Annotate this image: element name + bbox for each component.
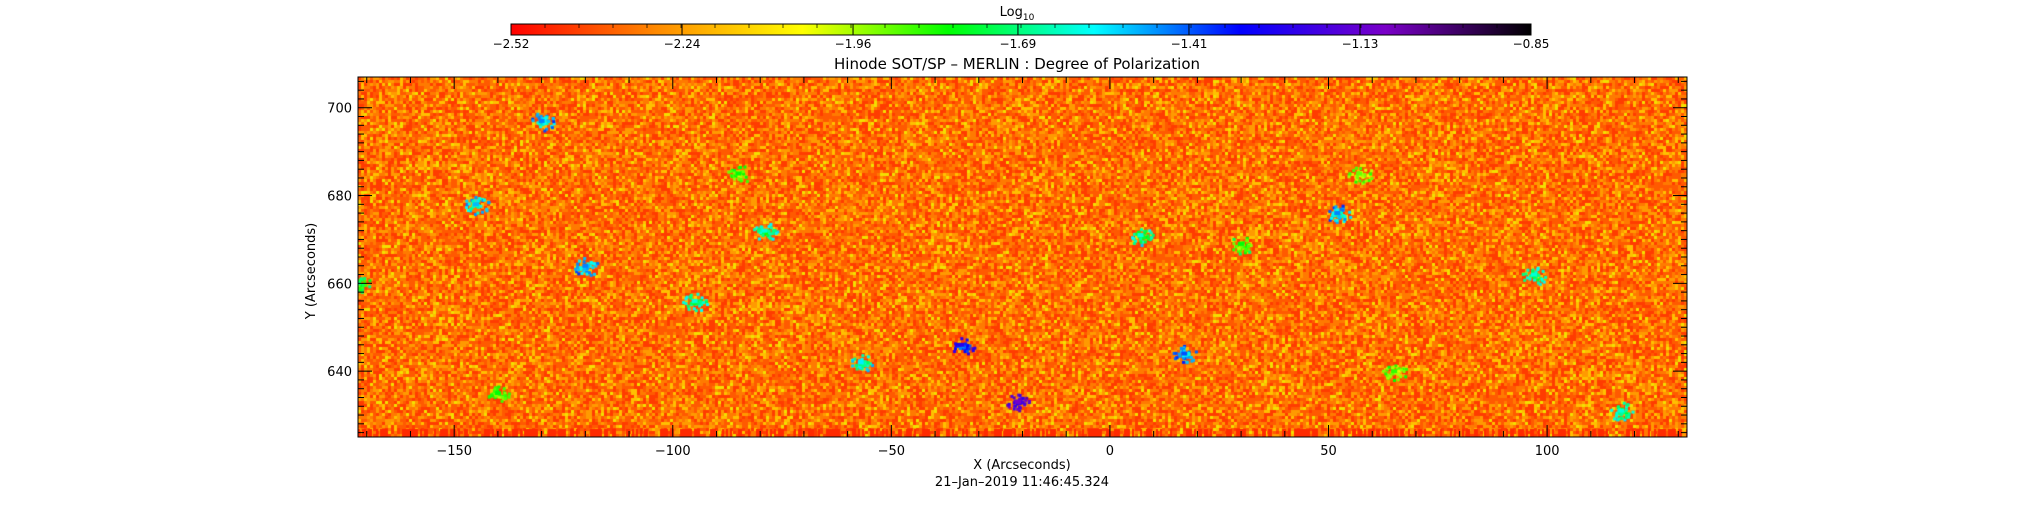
plot-area: −150 −100 −50 0 50 100 640 660 680 700	[327, 76, 1688, 459]
y-axis-label: Y (Arcseconds)	[304, 223, 319, 320]
colorbar-tick-label: −1.13	[1342, 37, 1379, 51]
colorbar-label: Log10	[1000, 5, 1035, 23]
colorbar-tick-label: −2.24	[664, 37, 701, 51]
y-axis: 640 660 680 700	[327, 80, 1687, 434]
x-tick-label: −150	[436, 444, 472, 459]
x-tick-label: 0	[1106, 444, 1114, 459]
colorbar-tick-label: −2.52	[493, 37, 530, 51]
y-tick-label: 680	[327, 190, 352, 205]
y-tick-label: 640	[327, 365, 352, 380]
timestamp: 21–Jan–2019 11:46:45.324	[935, 475, 1109, 490]
x-tick-label: 50	[1320, 444, 1337, 459]
colorbar-ticks: −2.52 −2.24 −1.96 −1.69 −1.41 −1.13 −0.85	[493, 24, 1550, 51]
colorbar: Log10 −2.52 −2.24 −1.96 −1.69 −1.41 −1.13 −0.8…	[493, 5, 1550, 51]
y-tick-label: 700	[327, 102, 352, 117]
x-axis: −150 −100 −50 0 50 100	[366, 77, 1679, 459]
x-tick-label: −50	[878, 444, 905, 459]
heatmap-raster	[358, 77, 1687, 437]
y-tick-label: 660	[327, 277, 352, 292]
heatmap-image	[358, 77, 1687, 437]
colorbar-tick-label: −1.41	[1171, 37, 1208, 51]
colorbar-tick-label: −1.96	[835, 37, 872, 51]
chart-title: Hinode SOT/SP – MERLIN : Degree of Polar…	[834, 55, 1200, 73]
colorbar-tick-label: −0.85	[1513, 37, 1550, 51]
x-tick-label: 100	[1535, 444, 1560, 459]
x-tick-label: −100	[655, 444, 691, 459]
colorbar-tick-label: −1.69	[1000, 37, 1037, 51]
x-axis-label: X (Arcseconds)	[973, 458, 1070, 473]
